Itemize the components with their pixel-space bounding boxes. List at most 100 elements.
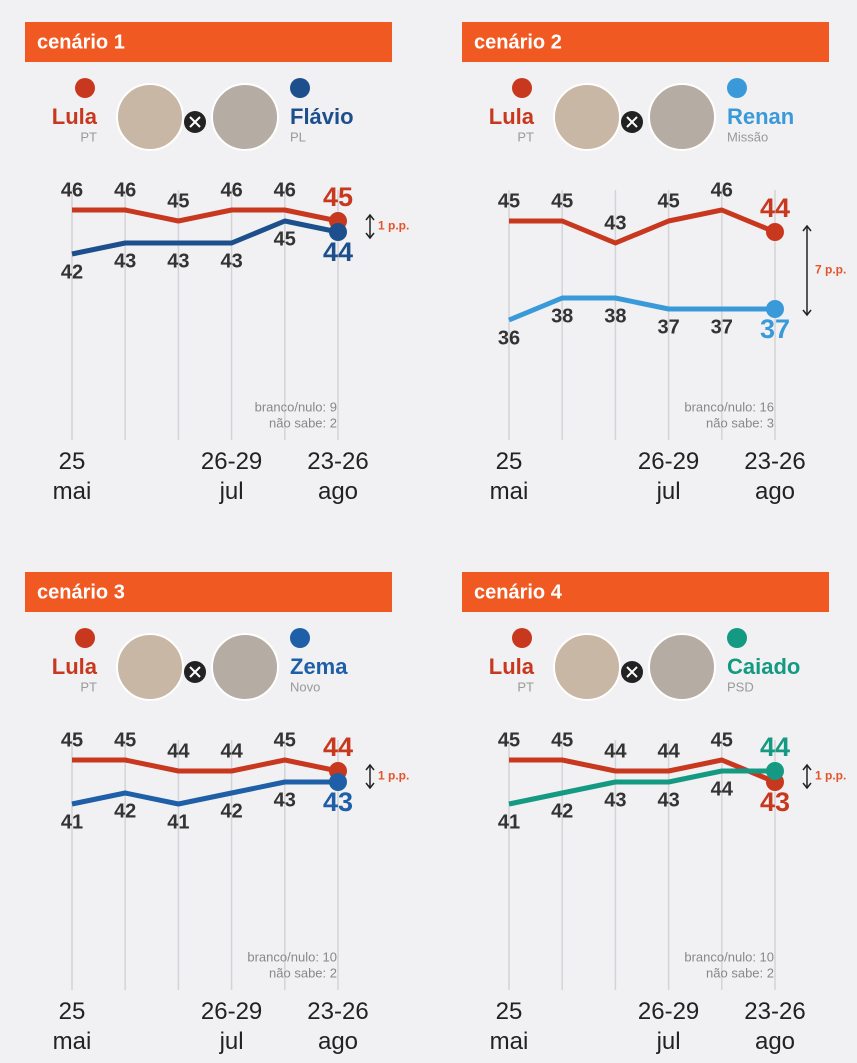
panel-title: cenário 2 [474,31,562,53]
note: branco/nulo: 9 [255,399,337,414]
legend-dot [512,78,532,98]
legend-dot [75,628,95,648]
candidate-name: Lula [489,104,535,129]
data-label: 44 [604,740,627,762]
data-label: 45 [551,190,573,212]
data-label: 45 [323,182,353,212]
data-label: 44 [711,778,734,800]
candidate-name: Flávio [290,104,354,129]
data-label: 42 [220,800,242,822]
data-label: 38 [604,305,626,327]
diff-label: 1 p.p. [815,769,846,783]
photo [648,83,716,151]
data-label: 43 [760,787,790,817]
diff-label: 7 p.p. [815,263,846,277]
diff-arrowhead [365,763,375,790]
photo [553,83,621,151]
diff-label: 1 p.p. [378,219,409,233]
header-bar [25,572,392,612]
data-label: 44 [760,193,790,223]
x-tick-label: 26-29 jul [200,998,263,1055]
data-label: 45 [711,729,733,751]
candidate-party: PSD [727,679,754,694]
header-bar [25,22,392,62]
series-line [508,768,775,807]
candidate-party: Missão [727,129,768,144]
data-label: 43 [220,250,242,272]
series-line [71,779,338,807]
photo [211,633,279,701]
data-label: 37 [760,314,790,344]
data-label: 46 [61,179,83,201]
data-label: 44 [323,732,353,762]
data-label: 41 [167,811,189,833]
data-label: 43 [657,789,679,811]
data-label: 42 [551,800,573,822]
end-point [329,223,347,241]
note: não sabe: 3 [706,415,774,430]
diff-label: 1 p.p. [378,769,409,783]
x-tick-label: 26-29 jul [637,998,700,1055]
candidate-party: PT [80,129,97,144]
end-point [766,223,784,241]
data-label: 45 [167,190,189,212]
legend-dot [727,78,747,98]
data-label: 43 [604,212,626,234]
data-label: 44 [220,740,243,762]
data-label: 44 [167,740,190,762]
candidate-name: Zema [290,654,348,679]
series-line [508,295,775,323]
candidate-party: PT [517,129,534,144]
data-label: 37 [711,316,733,338]
data-label: 45 [498,190,520,212]
data-label: 45 [274,228,296,250]
series-line [72,757,339,774]
panel-title: cenário 3 [37,581,125,603]
candidate-name: Renan [727,104,794,129]
series-line [72,207,339,224]
data-label: 44 [657,740,680,762]
data-label: 37 [657,316,679,338]
data-label: 45 [657,190,679,212]
data-label: 46 [220,179,242,201]
data-label: 43 [114,250,136,272]
series-line [509,207,776,246]
note: não sabe: 2 [706,965,774,980]
data-label: 45 [61,729,83,751]
legend-dot [290,628,310,648]
data-label: 44 [323,237,353,267]
data-label: 44 [760,732,790,762]
diff-arrowhead [802,763,812,790]
diff-arrowhead [365,213,375,240]
versus-x [189,116,201,128]
end-point [766,300,784,318]
x-tick-label: 23-26 ago [744,448,806,505]
data-label: 45 [114,729,136,751]
x-tick-label: 23-26 ago [744,998,806,1055]
data-label: 45 [498,729,520,751]
data-label: 43 [167,250,189,272]
series-line [71,218,339,257]
legend-dot [290,78,310,98]
photo [211,83,279,151]
header-bar [462,572,829,612]
note: branco/nulo: 16 [684,399,774,414]
x-tick-label: 26-29 jul [637,448,700,505]
note: branco/nulo: 10 [684,949,774,964]
data-label: 41 [61,811,83,833]
versus-x [189,666,201,678]
data-label: 43 [323,787,353,817]
x-tick-label: 25 mai [489,998,529,1055]
data-label: 42 [114,800,136,822]
x-tick-label: 23-26 ago [307,448,369,505]
data-label: 45 [274,729,296,751]
data-label: 36 [498,327,520,349]
x-tick-label: 26-29 jul [200,448,263,505]
versus-x [626,666,638,678]
legend-dot [512,628,532,648]
